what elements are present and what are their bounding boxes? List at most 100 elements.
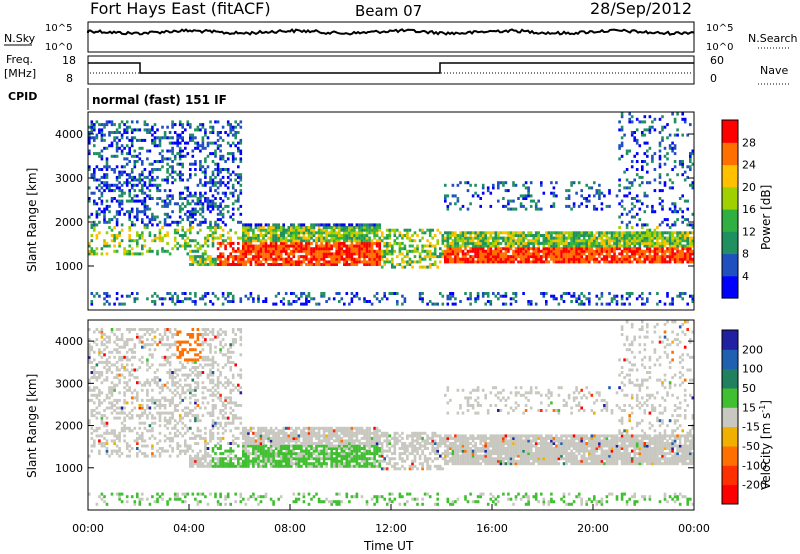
velocity-cell xyxy=(130,495,134,499)
power-cell xyxy=(630,202,634,206)
power-cell xyxy=(90,191,94,195)
power-cell xyxy=(582,257,586,261)
power-cell xyxy=(676,252,679,256)
power-cell xyxy=(312,234,316,237)
velocity-cell xyxy=(191,371,195,374)
power-cell xyxy=(628,234,631,237)
velocity-cell xyxy=(206,358,210,362)
power-cell xyxy=(130,154,134,158)
power-cell xyxy=(325,228,328,232)
velocity-cell xyxy=(141,328,144,331)
power-cell xyxy=(673,239,677,243)
power-cell xyxy=(237,197,240,200)
power-cell xyxy=(651,204,654,208)
power-cell xyxy=(194,207,197,211)
power-cell xyxy=(327,244,331,248)
velocity-cell xyxy=(146,378,149,382)
power-cell xyxy=(471,247,475,251)
power-cell xyxy=(221,220,225,224)
velocity-cell xyxy=(130,391,134,395)
power-cell xyxy=(98,123,101,127)
power-cell xyxy=(358,247,361,251)
power-cell xyxy=(224,260,227,264)
power-cell xyxy=(421,249,424,253)
velocity-cell xyxy=(146,338,149,342)
power-cell xyxy=(504,302,508,306)
power-cell xyxy=(593,181,596,185)
power-cell xyxy=(504,231,508,235)
power-cell xyxy=(661,199,664,203)
velocity-cell xyxy=(128,371,131,374)
power-cell xyxy=(226,294,230,298)
power-cell xyxy=(570,234,573,237)
power-cell xyxy=(335,255,338,259)
power-cell xyxy=(194,255,197,259)
velocity-cell xyxy=(141,414,144,418)
power-cell xyxy=(653,260,657,264)
power-cell xyxy=(534,252,538,256)
power-cell xyxy=(133,165,137,169)
power-cell xyxy=(565,255,568,259)
power-cell xyxy=(446,239,450,243)
power-cell xyxy=(166,241,169,245)
power-cell xyxy=(628,181,631,185)
velocity-cell xyxy=(118,439,121,443)
power-cell xyxy=(204,263,207,266)
power-cell xyxy=(247,297,250,301)
power-cell xyxy=(156,223,159,227)
power-cell xyxy=(158,136,162,140)
power-cell xyxy=(141,160,144,163)
power-cell xyxy=(444,183,447,187)
velocity-cell xyxy=(173,340,177,344)
power-cell xyxy=(292,263,296,266)
power-cell xyxy=(315,263,318,266)
power-cell xyxy=(608,191,611,195)
power-cell xyxy=(310,226,313,229)
power-cell xyxy=(153,168,157,171)
power-cell xyxy=(128,149,131,153)
power-cell xyxy=(577,236,581,240)
power-cell xyxy=(239,260,243,264)
power-cell xyxy=(481,260,485,264)
power-cell xyxy=(221,212,225,216)
power-cell xyxy=(133,160,137,163)
power-cell xyxy=(676,210,679,214)
velocity-cell xyxy=(100,360,104,364)
power-cell xyxy=(623,255,626,259)
power-cell xyxy=(385,244,389,248)
velocity-cell xyxy=(186,429,190,433)
velocity-cell xyxy=(201,454,205,458)
power-cell xyxy=(103,123,106,127)
power-cell xyxy=(338,239,341,243)
power-cell xyxy=(221,292,225,295)
power-cell xyxy=(378,300,381,303)
power-cell xyxy=(166,170,169,174)
power-cell xyxy=(186,186,190,190)
power-cell xyxy=(115,183,119,187)
velocity-cell xyxy=(130,429,134,433)
power-cell xyxy=(461,236,465,240)
power-cell xyxy=(668,231,672,235)
power-cell xyxy=(648,257,652,261)
power-cell xyxy=(209,234,212,237)
velocity-cell xyxy=(130,363,134,367)
power-cell xyxy=(196,141,200,145)
velocity-cell xyxy=(120,333,124,336)
power-cell xyxy=(593,257,596,261)
velocity-cell xyxy=(176,391,179,395)
power-cell xyxy=(120,202,124,206)
power-cell xyxy=(476,257,480,261)
power-cell xyxy=(219,241,222,245)
velocity-cell xyxy=(168,401,172,405)
velocity-cell xyxy=(204,454,207,458)
power-cell xyxy=(262,241,265,245)
power-cell xyxy=(562,249,566,253)
power-cell xyxy=(237,199,240,203)
power-cell xyxy=(580,241,583,245)
power-cell xyxy=(257,239,260,243)
power-cell xyxy=(633,247,636,251)
velocity-cell xyxy=(120,373,124,377)
velocity-cell xyxy=(158,378,162,382)
velocity-cell xyxy=(178,396,182,400)
velocity-cell xyxy=(138,426,142,430)
